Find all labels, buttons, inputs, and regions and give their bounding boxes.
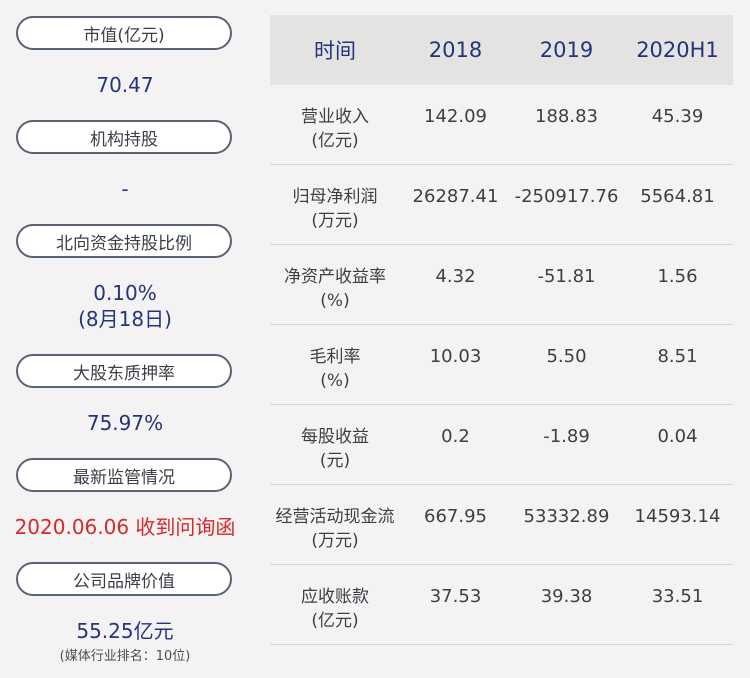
cell-value: 45.39 <box>651 106 704 127</box>
cell-value: 1.56 <box>657 266 698 287</box>
table-row: 营业收入 (亿元) 142.09 188.83 45.39 <box>270 85 733 165</box>
header-time: 时间 <box>314 39 356 63</box>
pledge-ratio-value: 75.97% <box>86 411 164 435</box>
cell-value: 10.03 <box>429 346 482 367</box>
northbound-holding-date: (8月18日) <box>78 307 172 331</box>
table-row: 经营活动现金流 (万元) 667.95 53332.89 14593.14 <box>270 485 733 565</box>
row-label: 净资产收益率 (%) <box>284 267 386 311</box>
row-label: 毛利率 (%) <box>309 347 361 391</box>
cell-value: 53332.89 <box>523 506 610 527</box>
cell-value: 142.09 <box>424 106 487 127</box>
brand-value-value: 55.25亿元 <box>76 619 174 643</box>
cell-value: 188.83 <box>535 106 598 127</box>
regulation-value: 2020.06.06 收到问询函 <box>14 515 236 539</box>
cell-value: 5564.81 <box>640 186 715 207</box>
brand-value-label: 公司品牌价值 <box>16 562 232 596</box>
cell-value: 4.32 <box>435 266 476 287</box>
market-cap-value: 70.47 <box>96 73 154 97</box>
market-cap-label: 市值(亿元) <box>16 16 232 50</box>
northbound-holding-label: 北向资金持股比例 <box>16 224 232 258</box>
table-row: 毛利率 (%) 10.03 5.50 8.51 <box>270 325 733 405</box>
cell-value: 39.38 <box>540 586 593 607</box>
institutional-holding-value: - <box>121 177 129 201</box>
header-2018: 2018 <box>428 38 483 62</box>
row-label: 归母净利润 (万元) <box>292 187 378 231</box>
cell-value: 14593.14 <box>634 506 721 527</box>
header-2020h1: 2020H1 <box>636 38 719 62</box>
table-row: 归母净利润 (万元) 26287.41 -250917.76 5564.81 <box>270 165 733 245</box>
row-label: 每股收益 (元) <box>301 427 369 471</box>
table-row: 每股收益 (元) 0.2 -1.89 0.04 <box>270 405 733 485</box>
row-label: 应收账款 (亿元) <box>301 587 369 631</box>
cell-value: -1.89 <box>543 426 590 447</box>
institutional-holding-label: 机构持股 <box>16 120 232 154</box>
cell-value: 8.51 <box>657 346 698 367</box>
row-label: 营业收入 (亿元) <box>301 107 369 151</box>
table-row: 净资产收益率 (%) 4.32 -51.81 1.56 <box>270 245 733 325</box>
cell-value: 5.50 <box>546 346 587 367</box>
table-header: 时间 2018 2019 2020H1 <box>270 15 733 85</box>
cell-value: 0.04 <box>657 426 698 447</box>
regulation-label: 最新监管情况 <box>16 458 232 492</box>
cell-value: -250917.76 <box>514 186 619 207</box>
brand-value-rank-note: (媒体行业排名：10位) <box>59 649 191 664</box>
cell-value: 667.95 <box>424 506 487 527</box>
cell-value: -51.81 <box>537 266 596 287</box>
cell-value: 26287.41 <box>412 186 499 207</box>
cell-value: 37.53 <box>429 586 482 607</box>
cell-value: 33.51 <box>651 586 704 607</box>
financial-table: 时间 2018 2019 2020H1 营业收入 (亿元) 142.09 188.… <box>270 15 733 645</box>
left-panel: 市值(亿元) 70.47 机构持股 - 北向资金持股比例 0.10% (8月18… <box>0 0 250 678</box>
pledge-ratio-label: 大股东质押率 <box>16 354 232 388</box>
header-2019: 2019 <box>539 38 594 62</box>
table-row: 应收账款 (亿元) 37.53 39.38 33.51 <box>270 565 733 645</box>
northbound-holding-value: 0.10% <box>93 281 157 305</box>
row-label: 经营活动现金流 (万元) <box>275 507 395 551</box>
cell-value: 0.2 <box>441 426 470 447</box>
